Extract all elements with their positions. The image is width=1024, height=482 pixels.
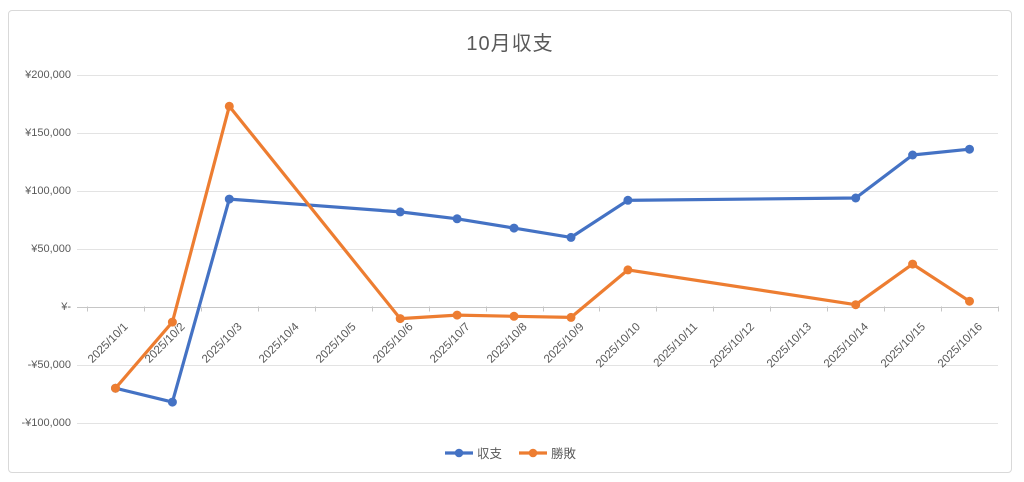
y-axis-label: -¥50,000: [27, 358, 71, 371]
legend-item-balance: 収支: [444, 443, 502, 462]
series-marker-balance: [509, 223, 519, 233]
series-marker-winloss: [566, 312, 576, 322]
series-marker-winloss: [167, 317, 177, 327]
series-marker-winloss: [623, 265, 633, 275]
legend-label-balance: 収支: [476, 447, 502, 461]
y-axis-label: ¥150,000: [25, 126, 71, 139]
legend-marker-balance: [444, 448, 473, 457]
series-marker-winloss: [851, 300, 861, 310]
y-axis-label: ¥100,000: [25, 184, 71, 197]
series-marker-winloss: [908, 259, 918, 269]
legend-label-winloss: 勝敗: [551, 447, 577, 461]
legend: 収支 勝敗: [9, 443, 1011, 462]
series-marker-winloss: [111, 383, 120, 393]
series-marker-winloss: [452, 310, 462, 320]
series-marker-winloss: [224, 101, 234, 111]
y-axis-label: ¥200,000: [25, 68, 71, 81]
chart-area[interactable]: 10月収支 ¥200,000 ¥150,000 ¥100,000 ¥50,000 ¥- -…: [8, 10, 1012, 473]
series-line-balance: [113, 147, 972, 404]
legend-marker-winloss: [519, 448, 547, 457]
series-marker-balance: [167, 397, 177, 407]
series-marker-balance: [224, 194, 234, 204]
series-marker-balance: [851, 193, 861, 203]
gridlines-layer: [77, 75, 999, 424]
legend-item-winloss: 勝敗: [518, 443, 576, 462]
series-marker-balance: [395, 207, 405, 217]
series-marker-balance: [452, 214, 462, 224]
series-marker-winloss: [509, 311, 519, 321]
y-axis-label: ¥-: [61, 300, 71, 313]
chart-title: 10月収支: [466, 33, 554, 55]
series-marker-balance: [965, 144, 974, 154]
series-line-winloss: [113, 104, 972, 390]
series-marker-balance: [908, 150, 918, 160]
y-axis-label: -¥100,000: [21, 416, 71, 429]
series-marker-winloss: [395, 314, 405, 324]
series-marker-balance: [566, 232, 576, 242]
y-axis-label: ¥50,000: [31, 242, 71, 255]
series-marker-balance: [623, 195, 633, 205]
series-marker-winloss: [965, 296, 974, 306]
series-layer: [111, 101, 974, 407]
